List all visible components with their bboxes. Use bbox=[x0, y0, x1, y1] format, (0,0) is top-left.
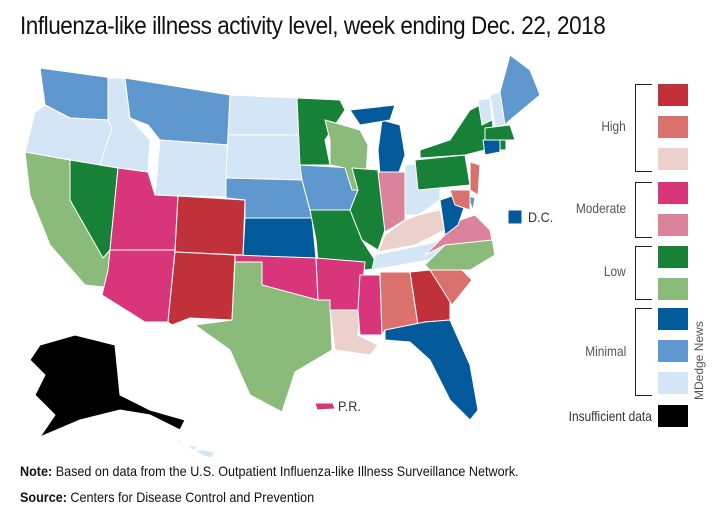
legend-swatch-high-1 bbox=[658, 84, 688, 106]
legend-swatch-high-3 bbox=[658, 148, 688, 170]
legend-swatch-moderate-2 bbox=[658, 214, 688, 236]
legend-swatch-low-1 bbox=[658, 246, 688, 268]
state-mi bbox=[377, 119, 406, 176]
state-tx bbox=[193, 261, 333, 413]
source-label: Source: bbox=[20, 489, 67, 505]
legend-bracket-minimal bbox=[635, 308, 652, 396]
source-text: Centers for Disease Control and Preventi… bbox=[66, 489, 315, 505]
state-pa bbox=[414, 154, 471, 191]
state-ct bbox=[482, 139, 501, 156]
legend-bracket-moderate bbox=[635, 182, 652, 238]
legend-label-moderate: Moderate bbox=[575, 200, 626, 216]
state-sd bbox=[225, 134, 303, 181]
state-dc bbox=[507, 209, 523, 225]
state-vt bbox=[477, 97, 493, 126]
state-md bbox=[449, 189, 471, 211]
state-wy bbox=[154, 139, 229, 198]
legend-label-minimal: Minimal bbox=[585, 343, 626, 359]
legend-bracket-high bbox=[635, 84, 652, 172]
state-nj bbox=[469, 161, 481, 196]
state-nd bbox=[227, 94, 301, 136]
state-pr bbox=[314, 402, 336, 411]
state-ks bbox=[242, 217, 317, 259]
legend-label-low: Low bbox=[604, 263, 626, 279]
state-mi bbox=[349, 104, 396, 126]
source: Source: Centers for Disease Control and … bbox=[20, 489, 314, 505]
dc-label: D.C. bbox=[528, 209, 554, 225]
legend-label-insufficient: Insufficient data bbox=[568, 408, 652, 424]
note-label: Note: bbox=[20, 463, 53, 479]
state-co bbox=[174, 195, 246, 256]
legend-swatch-minimal-2 bbox=[658, 340, 688, 362]
pr-label: P.R. bbox=[338, 398, 361, 414]
legend-bracket-low bbox=[635, 246, 652, 300]
legend-swatch-insufficient bbox=[658, 405, 688, 427]
state-fl bbox=[384, 319, 479, 421]
state-ma bbox=[484, 124, 516, 141]
state-ri bbox=[499, 139, 507, 151]
state-hi bbox=[174, 439, 215, 459]
state-me bbox=[499, 54, 541, 127]
legend-swatch-low-2 bbox=[658, 278, 688, 300]
state-ak bbox=[29, 334, 186, 439]
legend-swatch-minimal-3 bbox=[658, 372, 688, 394]
legend-swatch-high-2 bbox=[658, 116, 688, 138]
state-nm bbox=[167, 251, 236, 326]
legend-label-high: High bbox=[601, 118, 626, 134]
legend-swatch-moderate-1 bbox=[658, 182, 688, 204]
state-ms bbox=[357, 274, 383, 336]
credit: MDedge News bbox=[692, 321, 706, 400]
legend-swatch-minimal-1 bbox=[658, 308, 688, 330]
map-title: Influenza-like illness activity level, w… bbox=[20, 12, 606, 40]
footnote: Note: Based on data from the U.S. Outpat… bbox=[20, 463, 519, 479]
state-az bbox=[101, 249, 176, 323]
note-text: Based on data from the U.S. Outpatient I… bbox=[52, 463, 519, 479]
